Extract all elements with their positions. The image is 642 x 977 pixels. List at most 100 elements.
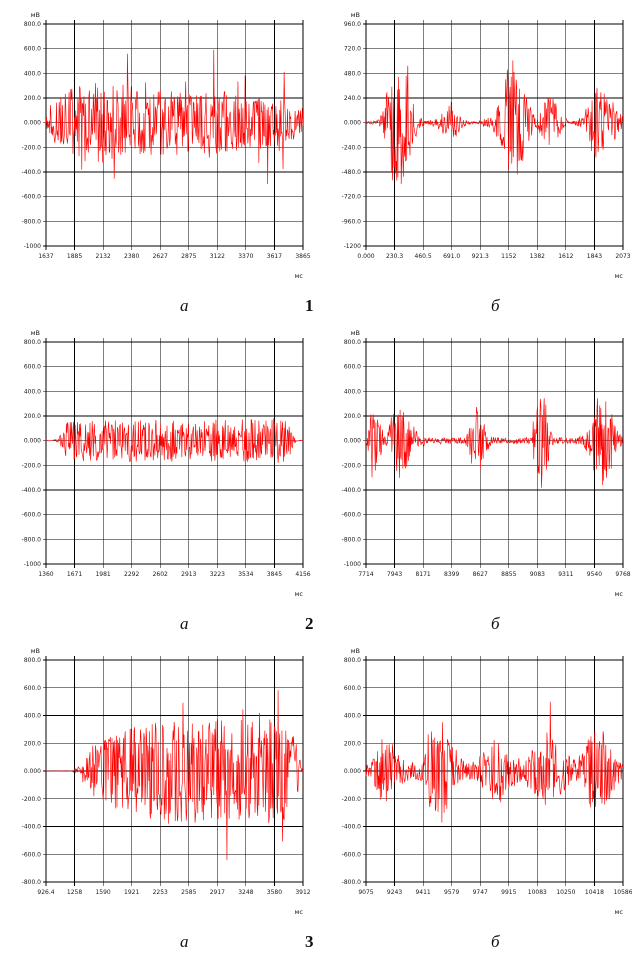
x-tick-label: 8855 bbox=[501, 571, 516, 578]
y-tick-label: 600.0 bbox=[24, 364, 41, 371]
x-tick-label: 9540 bbox=[587, 571, 602, 578]
x-tick-label: 10418 bbox=[585, 889, 604, 896]
x-tick-label: 8171 bbox=[415, 571, 430, 578]
y-tick-label: 400.0 bbox=[344, 713, 361, 720]
x-tick-label: 9083 bbox=[530, 571, 545, 578]
y-unit-label: мВ bbox=[31, 11, 40, 19]
y-tick-label: 600.0 bbox=[24, 685, 41, 692]
x-tick-label: 9768 bbox=[615, 571, 630, 578]
caption-letter-a-row3: а bbox=[180, 932, 189, 951]
y-tick-label: 400.0 bbox=[24, 713, 41, 720]
x-tick-label: 8399 bbox=[444, 571, 459, 578]
caption-letter-a-row2: а bbox=[180, 614, 189, 633]
y-tick-label: 0.000 bbox=[344, 438, 361, 445]
caption-letter-b-row2: б bbox=[491, 614, 500, 633]
axis-labels: 800.0 600.0 400.0 200.0 0.000 -200.0 -400.0 -60… bbox=[22, 11, 311, 280]
y-tick-label: -960.0 bbox=[342, 218, 362, 225]
row-3-caption: а 3 б bbox=[2, 932, 642, 958]
chart-1b-panel: 960.0 720.0 480.0 240.0 0.000 -240.0 -480.0 -72… bbox=[326, 8, 632, 296]
x-tick-label: 9915 bbox=[501, 889, 516, 896]
x-tick-label: 3912 bbox=[295, 889, 310, 896]
x-tick-label: 2073 bbox=[615, 253, 630, 260]
x-tick-label: 1590 bbox=[95, 889, 110, 896]
oscillogram-2a: 800.0 600.0 400.0 200.0 0.000 -200.0 -400.0 -60… bbox=[22, 329, 311, 598]
caption-number-row2: 2 bbox=[305, 614, 314, 633]
x-tick-label: 3248 bbox=[238, 889, 253, 896]
x-tick-label: 8627 bbox=[473, 571, 488, 578]
y-tick-label: 200.0 bbox=[344, 413, 361, 420]
waveform-trace bbox=[45, 49, 304, 184]
waveform-trace bbox=[45, 418, 303, 463]
y-tick-label: 200.0 bbox=[24, 413, 41, 420]
x-tick-label: 2917 bbox=[210, 889, 225, 896]
y-unit-label: мВ bbox=[351, 11, 360, 19]
x-unit-label: мс bbox=[295, 590, 304, 598]
y-tick-label: 600.0 bbox=[344, 364, 361, 371]
grid-lines bbox=[43, 656, 304, 886]
y-tick-label: -1000 bbox=[24, 243, 42, 250]
chart-2b-panel: 800.0 600.0 400.0 200.0 0.000 -200.0 -400.0 -60… bbox=[326, 326, 632, 614]
x-tick-label: 10586 bbox=[613, 889, 632, 896]
figure-row-3: 800.0 600.0 400.0 200.0 0.000 -200.0 -400.0 -60… bbox=[2, 644, 642, 958]
x-tick-label: 4156 bbox=[295, 571, 310, 578]
y-tick-label: 0.000 bbox=[24, 768, 41, 775]
y-tick-label: 200.0 bbox=[344, 740, 361, 747]
x-tick-label: 9311 bbox=[558, 571, 573, 578]
grid-lines bbox=[43, 338, 304, 568]
x-tick-label: 10250 bbox=[556, 889, 575, 896]
x-tick-label: 2292 bbox=[124, 571, 139, 578]
x-unit-label: мс bbox=[615, 908, 624, 916]
caption-letter-b-row3: б bbox=[491, 932, 500, 951]
x-tick-label: 3534 bbox=[238, 571, 253, 578]
chart-1a-panel: 800.0 600.0 400.0 200.0 0.000 -200.0 -400.0 -60… bbox=[6, 8, 312, 296]
y-tick-label: -200.0 bbox=[342, 462, 362, 469]
y-tick-label: -400.0 bbox=[22, 169, 42, 176]
x-tick-label: 2132 bbox=[95, 253, 110, 260]
x-tick-label: 9075 bbox=[358, 889, 373, 896]
waveform-trace bbox=[45, 690, 304, 861]
x-tick-label: 1981 bbox=[95, 571, 110, 578]
x-tick-label: 1671 bbox=[67, 571, 82, 578]
x-tick-label: 3580 bbox=[267, 889, 282, 896]
y-unit-label: мВ bbox=[351, 647, 360, 655]
waveform-trace bbox=[365, 701, 624, 823]
oscillogram-2b: 800.0 600.0 400.0 200.0 0.000 -200.0 -400.0 -60… bbox=[342, 329, 631, 598]
x-tick-label: 0.000 bbox=[357, 253, 374, 260]
oscillogram-1a: 800.0 600.0 400.0 200.0 0.000 -200.0 -400.0 -60… bbox=[22, 11, 311, 280]
x-tick-label: 3223 bbox=[210, 571, 225, 578]
y-tick-label: 600.0 bbox=[24, 46, 41, 53]
y-tick-label: -600.0 bbox=[342, 512, 362, 519]
y-tick-label: -1000 bbox=[24, 561, 42, 568]
y-unit-label: мВ bbox=[351, 329, 360, 337]
caption-letter-a-row1: а bbox=[180, 296, 189, 315]
x-tick-label: 9747 bbox=[473, 889, 488, 896]
y-tick-label: -400.0 bbox=[22, 487, 42, 494]
y-tick-label: -600.0 bbox=[22, 512, 42, 519]
row-1-plots: 800.0 600.0 400.0 200.0 0.000 -200.0 -400.0 -60… bbox=[2, 8, 642, 296]
x-tick-label: 1258 bbox=[67, 889, 82, 896]
x-unit-label: мс bbox=[615, 272, 624, 280]
y-tick-label: 0.000 bbox=[24, 438, 41, 445]
x-tick-label: 2380 bbox=[124, 253, 139, 260]
x-tick-label: 1612 bbox=[558, 253, 573, 260]
x-tick-label: 1637 bbox=[38, 253, 53, 260]
y-tick-label: -800.0 bbox=[342, 536, 362, 543]
x-tick-label: 1360 bbox=[38, 571, 53, 578]
row-3-plots: 800.0 600.0 400.0 200.0 0.000 -200.0 -400.0 -60… bbox=[2, 644, 642, 932]
oscillogram-3b: 800.0 600.0 400.0 200.0 0.000 -200.0 -400.0 -60… bbox=[342, 647, 632, 916]
y-tick-label: -200.0 bbox=[22, 462, 42, 469]
x-tick-label: 2602 bbox=[153, 571, 168, 578]
y-tick-label: 200.0 bbox=[24, 740, 41, 747]
figure-row-2: 800.0 600.0 400.0 200.0 0.000 -200.0 -400.0 -60… bbox=[2, 326, 642, 640]
x-tick-label: 926.4 bbox=[37, 889, 54, 896]
x-unit-label: мс bbox=[295, 908, 304, 916]
y-tick-label: 720.0 bbox=[344, 46, 361, 53]
axis-labels: 800.0 600.0 400.0 200.0 0.000 -200.0 -400.0 -60… bbox=[342, 329, 631, 598]
axis-labels: 960.0 720.0 480.0 240.0 0.000 -240.0 -480.0 -72… bbox=[342, 11, 631, 280]
grid-lines bbox=[363, 656, 624, 886]
x-tick-label: 3845 bbox=[267, 571, 282, 578]
y-tick-label: 400.0 bbox=[24, 388, 41, 395]
x-tick-label: 9243 bbox=[387, 889, 402, 896]
y-tick-label: -200.0 bbox=[22, 144, 42, 151]
y-tick-label: -200.0 bbox=[22, 796, 42, 803]
